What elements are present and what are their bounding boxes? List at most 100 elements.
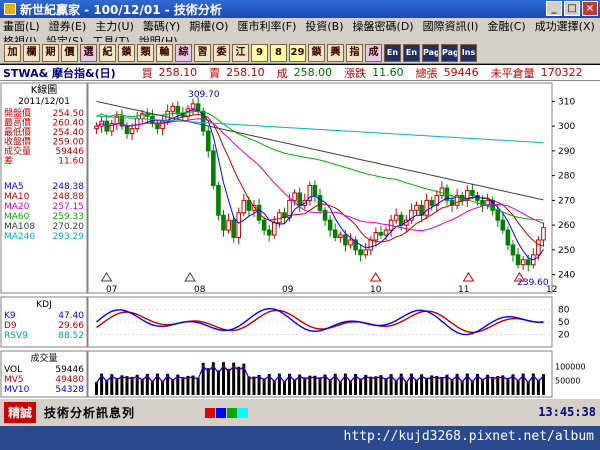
candle-body <box>409 209 414 221</box>
candle-body <box>292 192 297 201</box>
candle-body <box>541 227 546 241</box>
minimize-button[interactable]: _ <box>546 1 562 16</box>
menu-item-2[interactable]: 主力(U) <box>95 19 134 33</box>
kdj-label: K9 <box>4 311 16 321</box>
info-label: 開盤價 <box>4 107 31 119</box>
volume-bar <box>176 374 180 395</box>
menu-item-7[interactable]: 操盤密碼(D) <box>352 19 414 33</box>
candle-body <box>353 239 358 251</box>
volume-bar <box>232 362 236 395</box>
toolbar-button-5[interactable]: 紀 <box>99 43 116 62</box>
ma108-line <box>96 100 544 201</box>
candle-body <box>480 199 485 206</box>
candle-body <box>109 123 115 132</box>
toolbar-button-18[interactable]: 指 <box>346 43 363 62</box>
volume-bar <box>293 379 297 395</box>
menu-item-6[interactable]: 投資(B) <box>305 19 344 33</box>
toolbar-button-12[interactable]: 江 <box>232 43 249 62</box>
status-message: 技術分析訊息列 <box>44 406 136 420</box>
volume-bar <box>470 380 474 395</box>
volume-bar <box>343 373 347 395</box>
menu-item-1[interactable]: 證券(E) <box>48 19 87 33</box>
menu-item-3[interactable]: 籌碼(Y) <box>142 19 181 33</box>
info-value: 254.40 <box>53 128 85 138</box>
panel-date: 2011/12/01 <box>18 97 70 107</box>
toolbar-button-10[interactable]: 習 <box>194 43 211 62</box>
volume-bar <box>506 377 510 395</box>
toolbar-button-8[interactable]: 輪 <box>156 43 173 62</box>
toolbar-button-6[interactable]: 鎖 <box>118 43 135 62</box>
ma-label: MA20 <box>4 202 30 212</box>
candle-body <box>429 199 435 206</box>
deal-label: 成 <box>276 66 288 80</box>
technical-chart-area[interactable]: K線圖 2011/12/01 開盤價 254.50 最高價 260.40 最低價 254.40… <box>0 80 600 398</box>
toolbar-button-24[interactable]: Ins <box>460 43 477 62</box>
info-label: 收盤價 <box>4 136 31 148</box>
volume-bar <box>465 373 469 395</box>
menu-item-8[interactable]: 國際資訊(I) <box>422 19 479 33</box>
toolbar-button-3[interactable]: 價 <box>61 43 78 62</box>
candle-body <box>439 187 445 196</box>
volume-bar <box>211 362 215 395</box>
volume-bar <box>110 374 114 395</box>
instrument-code: STWA& 摩台指&(日) <box>3 66 116 80</box>
toolbar-button-2[interactable]: 期 <box>42 43 59 62</box>
candle-body <box>434 194 440 206</box>
toolbar-button-15[interactable]: 29 <box>289 43 306 62</box>
toolbar-button-0[interactable]: 加 <box>4 43 21 62</box>
volume-bar <box>531 373 535 395</box>
toolbar-button-9[interactable]: 綜 <box>175 43 192 62</box>
toolbar-button-16[interactable]: 鎖 <box>308 43 325 62</box>
toolbar-button-11[interactable]: 委 <box>213 43 230 62</box>
volume-bar <box>409 373 413 395</box>
menu-item-4[interactable]: 期權(O) <box>189 19 229 33</box>
toolbar-button-13[interactable]: 9 <box>251 43 268 62</box>
volume-bar <box>389 374 393 395</box>
kdj-tick: 80 <box>558 305 570 315</box>
menu-item-10[interactable]: 成功選擇(X) <box>534 19 595 33</box>
month-tick: 09 <box>282 285 294 295</box>
ma-label: MA60 <box>4 212 30 222</box>
ma-value: 248.38 <box>53 182 85 192</box>
toolbar-button-19[interactable]: 成 <box>365 43 382 62</box>
volume-bar <box>277 373 281 395</box>
menu-item-9[interactable]: 金融(C) <box>487 19 526 33</box>
taskbar: http://kujd3268.pixnet.net/album <box>0 426 600 450</box>
candle-body <box>251 204 257 211</box>
toolbar-button-4[interactable]: 選 <box>80 43 97 62</box>
info-value: 59446 <box>55 147 84 157</box>
volume-bar <box>155 373 159 395</box>
ma20-line <box>96 118 544 232</box>
toolbar-button-23[interactable]: Page <box>441 43 458 62</box>
volume-bar <box>333 373 337 395</box>
ma5-line <box>96 109 544 261</box>
title-bar: 新世紀贏家 - 100/12/01 - 技術分析 _ □ × <box>0 0 600 18</box>
info-value: 254.50 <box>53 109 85 119</box>
candle-body <box>327 219 333 231</box>
oi-value: 170322 <box>540 66 583 79</box>
toolbar-button-14[interactable]: 8 <box>270 43 287 62</box>
month-tick: 07 <box>106 285 117 295</box>
ma60-line <box>96 110 544 221</box>
toolbar-button-1[interactable]: 欄 <box>23 43 40 62</box>
toolbar-button-20[interactable]: En <box>384 43 401 62</box>
menu-item-0[interactable]: 畫面(L) <box>3 19 40 33</box>
maximize-button[interactable]: □ <box>564 1 580 16</box>
candle-body <box>520 259 526 266</box>
candle-body <box>256 204 262 221</box>
volume-bar <box>481 378 485 395</box>
candle-body <box>373 232 379 241</box>
toolbar-button-17[interactable]: 興 <box>327 43 344 62</box>
volume-bar <box>303 377 307 395</box>
menu-item-5[interactable]: 匯市利率(F) <box>237 19 297 33</box>
toolbar-button-21[interactable]: En <box>403 43 420 62</box>
toolbar-button-7[interactable]: 類 <box>137 43 154 62</box>
volume-bar <box>420 374 424 395</box>
mv10-line <box>96 365 544 384</box>
ma240-line <box>96 115 544 144</box>
toolbar-button-22[interactable]: Page <box>422 43 439 62</box>
close-button[interactable]: × <box>582 1 598 16</box>
volume-bar <box>252 376 256 395</box>
volume-bar <box>186 375 190 395</box>
